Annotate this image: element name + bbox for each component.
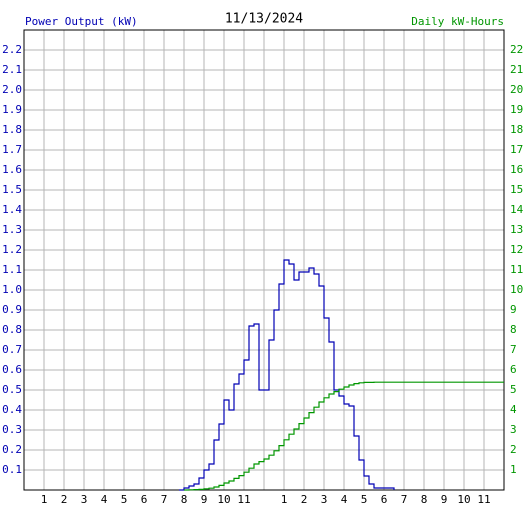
y-tick-label: 1.7: [2, 143, 22, 156]
y-tick-label: 2.1: [2, 63, 22, 76]
y-tick-label: 0.8: [2, 323, 22, 336]
y-tick-label: 0.9: [2, 303, 22, 316]
y2-tick-label: 18: [510, 123, 523, 136]
y2-tick-label: 21: [510, 63, 523, 76]
x-tick-label: 1: [41, 493, 48, 506]
plot-border: [23, 29, 505, 491]
y-tick-label: 1.6: [2, 163, 22, 176]
x-tick-label: 5: [361, 493, 368, 506]
y-tick-label: 1.2: [2, 243, 22, 256]
right-axis-label: Daily kW-Hours: [411, 15, 504, 28]
x-tick-label: 4: [101, 493, 108, 506]
y2-tick-label: 3: [510, 423, 517, 436]
y2-tick-label: 5: [510, 383, 517, 396]
y-tick-label: 1.9: [2, 103, 22, 116]
y2-tick-label: 10: [510, 283, 523, 296]
x-tick-label: 8: [421, 493, 428, 506]
x-tick-label: 4: [341, 493, 348, 506]
y-tick-label: 1.3: [2, 223, 22, 236]
x-tick-label: 2: [301, 493, 308, 506]
y2-tick-label: 15: [510, 183, 523, 196]
y-tick-label: 0.6: [2, 363, 22, 376]
left-axis-label: Power Output (kW): [25, 15, 138, 28]
x-tick-label: 11: [477, 493, 490, 506]
y2-tick-label: 16: [510, 163, 523, 176]
y-tick-label: 1.5: [2, 183, 22, 196]
y2-tick-label: 4: [510, 403, 517, 416]
x-tick-label: 6: [381, 493, 388, 506]
y2-tick-label: 22: [510, 43, 523, 56]
y-tick-label: 1.1: [2, 263, 22, 276]
y2-tick-label: 1: [510, 463, 517, 476]
y-tick-label: 1.4: [2, 203, 22, 216]
y2-tick-label: 20: [510, 83, 523, 96]
x-tick-label: 10: [217, 493, 230, 506]
y-tick-label: 0.5: [2, 383, 22, 396]
y2-tick-label: 14: [510, 203, 524, 216]
x-tick-label: 7: [161, 493, 168, 506]
x-tick-label: 9: [201, 493, 208, 506]
x-tick-label: 3: [321, 493, 328, 506]
x-tick-label: 2: [61, 493, 68, 506]
x-tick-label: 5: [121, 493, 128, 506]
y2-tick-label: 6: [510, 363, 517, 376]
chart-title: 11/13/2024: [225, 12, 303, 27]
x-tick-label: 8: [181, 493, 188, 506]
y-tick-label: 1.8: [2, 123, 22, 136]
y2-tick-label: 7: [510, 343, 517, 356]
x-tick-label: 1: [281, 493, 288, 506]
y2-tick-label: 11: [510, 263, 523, 276]
x-tick-label: 9: [441, 493, 448, 506]
y2-tick-label: 13: [510, 223, 523, 236]
y2-tick-label: 8: [510, 323, 517, 336]
y-tick-label: 2.0: [2, 83, 22, 96]
x-tick-label: 6: [141, 493, 148, 506]
x-tick-label: 7: [401, 493, 408, 506]
x-tick-label: 3: [81, 493, 88, 506]
y2-tick-label: 9: [510, 303, 517, 316]
y2-tick-label: 12: [510, 243, 523, 256]
data-line: [184, 381, 504, 491]
y-tick-label: 0.3: [2, 423, 22, 436]
y-tick-label: 0.4: [2, 403, 22, 416]
y-tick-label: 1.0: [2, 283, 22, 296]
x-tick-label: 11: [237, 493, 250, 506]
y2-tick-label: 19: [510, 103, 523, 116]
y-tick-label: 0.2: [2, 443, 22, 456]
y-tick-label: 0.1: [2, 463, 22, 476]
y2-tick-label: 17: [510, 143, 523, 156]
y2-tick-label: 2: [510, 443, 517, 456]
data-line: [179, 259, 395, 491]
y-tick-label: 0.7: [2, 343, 22, 356]
x-tick-label: 10: [457, 493, 470, 506]
y-tick-label: 2.2: [2, 43, 22, 56]
